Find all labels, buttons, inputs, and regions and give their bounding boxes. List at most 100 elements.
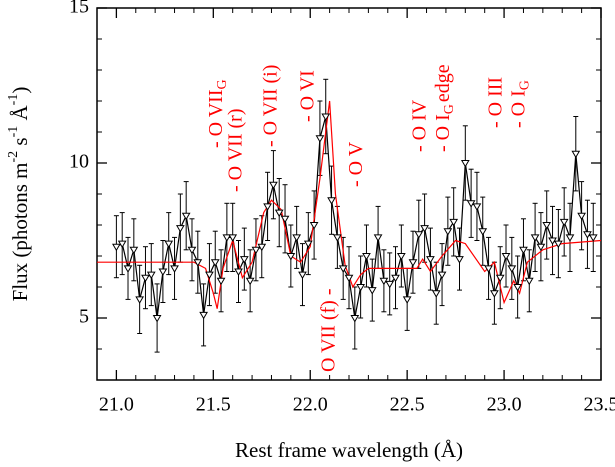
data-point [501, 253, 511, 261]
data-point [559, 218, 569, 227]
plot-frame [96, 7, 602, 381]
annotation-text: - O VII (i) [259, 65, 281, 147]
data-point [117, 240, 127, 249]
data-point [414, 231, 424, 239]
data-point [158, 268, 168, 276]
data-point [495, 274, 505, 283]
x-tick-label: 22.5 [390, 394, 425, 416]
data-point [274, 209, 284, 218]
data-point [536, 243, 546, 252]
data-point [472, 203, 482, 211]
data-point [309, 222, 319, 230]
data-point [292, 234, 302, 242]
data-point [123, 265, 133, 273]
annotation-sub: G [442, 104, 457, 114]
data-point [443, 228, 453, 236]
annotation-text: - O VII (r) [224, 109, 246, 192]
data-point [141, 274, 150, 283]
annotation-text: - O V [344, 141, 366, 187]
data-point [280, 215, 290, 224]
line-annotation: - O IV [408, 99, 430, 152]
data-point [315, 135, 325, 143]
data-point [286, 253, 296, 261]
data-point [332, 234, 342, 242]
line-annotation: - O VI [296, 70, 318, 122]
data-point [507, 265, 517, 273]
data-point [478, 228, 488, 236]
data-point [187, 246, 197, 255]
data-point [519, 246, 528, 255]
y-axis-label-sup: -2 [6, 151, 21, 163]
data-point [205, 271, 214, 280]
data-point [338, 265, 348, 273]
data-point [129, 246, 139, 255]
data-point [112, 243, 121, 252]
data-point [234, 268, 243, 276]
data-point [460, 160, 470, 168]
annotation-text: O VII (f) - [317, 289, 339, 373]
data-point [356, 284, 366, 292]
annotation-text: - O III [484, 77, 506, 128]
annotation-text: - O VII [205, 89, 227, 148]
data-point [396, 253, 406, 261]
x-axis-label: Rest frame wavelength (Å) [235, 438, 463, 462]
data-point [385, 280, 395, 289]
annotation-sub: G [518, 80, 533, 90]
data-point [239, 256, 249, 264]
data-point [391, 274, 400, 283]
data-point [245, 277, 255, 286]
data-point [216, 277, 226, 286]
data-point [426, 256, 435, 264]
annotation-text: - O VI [296, 70, 318, 122]
data-point [263, 203, 272, 211]
data-point [420, 225, 429, 233]
annotation-text: - O IV [408, 99, 430, 152]
line-annotation: - O V [344, 141, 366, 187]
line-annotation: - O VIIG [205, 79, 231, 148]
data-point [164, 240, 174, 249]
data-point [228, 234, 238, 242]
annotation-text: - O I [432, 114, 454, 152]
data-point [524, 277, 534, 286]
x-tick-label: 21.0 [99, 394, 134, 416]
data-point [222, 234, 232, 242]
data-point [577, 212, 586, 221]
data-point [269, 181, 278, 190]
data-point [251, 246, 261, 255]
y-axis-label-part: Å [8, 104, 32, 125]
y-tick-label: 5 [79, 306, 89, 328]
data-point [455, 256, 464, 264]
data-point [490, 290, 499, 298]
data-point [344, 274, 354, 283]
data-point [350, 315, 360, 323]
annotation-suffix: edge [432, 64, 454, 102]
data-point [553, 240, 563, 249]
x-tick-label: 21.5 [196, 394, 231, 416]
data-point [298, 271, 307, 280]
data-point [175, 225, 185, 233]
y-axis-label-part: s [8, 137, 32, 150]
line-annotation: - O IGedge [432, 64, 458, 152]
data-point [257, 243, 267, 252]
y-axis-label-part: Flux (photons m [8, 163, 32, 302]
y-axis-label-part: ) [8, 87, 32, 94]
data-point [303, 240, 313, 249]
data-point [542, 222, 552, 230]
x-tick-label: 23.5 [584, 394, 615, 416]
data-point [193, 259, 203, 267]
line-annotation: O VII (f) - [317, 289, 339, 373]
data-point [571, 150, 581, 159]
x-tick-label: 22.0 [293, 394, 328, 416]
data-point [152, 315, 162, 323]
x-tick-label: 23.0 [487, 394, 522, 416]
y-axis-label-sup: -1 [6, 126, 21, 138]
line-annotation: - O III [484, 77, 506, 128]
line-annotation: - O VII (i) [259, 65, 281, 147]
data-point [170, 265, 179, 273]
data-point [408, 259, 418, 267]
y-tick-label: 15 [69, 0, 89, 18]
data-point [513, 284, 523, 292]
data-point [327, 197, 336, 205]
